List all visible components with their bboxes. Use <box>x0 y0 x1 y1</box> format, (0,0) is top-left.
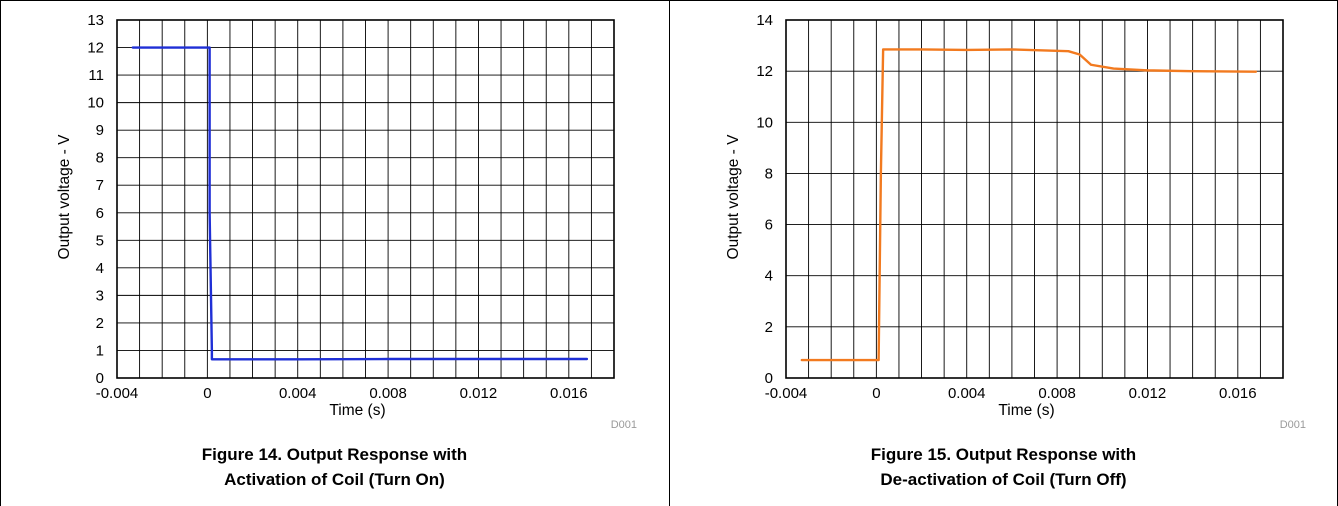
y-tick-label: 14 <box>756 12 773 29</box>
x-tick-label: 0 <box>203 385 211 402</box>
y-tick-label: 12 <box>756 63 773 80</box>
figure-15-caption-line-2: De-activation of Coil (Turn Off) <box>880 470 1127 489</box>
x-tick-label: 0.012 <box>1129 385 1167 402</box>
y-tick-label: 10 <box>756 114 773 131</box>
y-tick-label: 8 <box>96 150 104 167</box>
x-tick-label: 0.008 <box>1038 385 1076 402</box>
figure-14-panel: 0 1 2 3 4 5 6 7 8 9 10 11 12 13 -0.004 0 0.004 0.008 0.012… <box>0 12 669 492</box>
y-tick-label: 7 <box>96 177 104 194</box>
x-tick-label: -0.004 <box>765 385 808 402</box>
figure-14-caption-line-1: Figure 14. Output Response with <box>201 445 468 464</box>
y-tick-label: 1 <box>96 342 104 359</box>
y-tick-label: 9 <box>96 122 104 139</box>
grid <box>785 19 1284 379</box>
x-axis-label: Time (s) <box>998 402 1054 419</box>
y-tick-label: 5 <box>96 232 104 249</box>
grid <box>116 19 615 379</box>
x-tick-label: 0.016 <box>1219 385 1257 402</box>
figure-15-caption-line-1: Figure 15. Output Response with <box>870 445 1137 464</box>
y-tick-label: 4 <box>765 268 773 285</box>
y-tick-label: 4 <box>96 260 104 277</box>
y-tick-label: 2 <box>96 315 104 332</box>
x-tick-label: 0.004 <box>948 385 986 402</box>
figure-code: D001 <box>611 419 637 431</box>
frame-divider <box>669 0 670 506</box>
y-tick-label: 2 <box>765 319 773 336</box>
y-tick-label: 8 <box>765 165 773 182</box>
figure-15-panel: 0 2 4 6 8 10 12 14 -0.004 0 0.004 0.008 0.012 0.016 Ti… <box>669 0 1338 506</box>
frame-left <box>0 0 1 506</box>
figure-15-caption: Figure 15. Output Response with De-activ… <box>669 442 1338 492</box>
plot-border <box>116 19 615 379</box>
y-tick-label: 0 <box>765 370 773 387</box>
series-line <box>800 48 1258 362</box>
y-tick-label: 6 <box>765 217 773 234</box>
x-axis-label: Time (s) <box>329 402 385 419</box>
figure-code: D001 <box>1280 419 1306 431</box>
y-tick-label: 3 <box>96 287 104 304</box>
series-line <box>131 46 589 361</box>
y-tick-label: 6 <box>96 205 104 222</box>
y-tick-label: 0 <box>96 370 104 387</box>
y-tick-label: 10 <box>87 95 104 112</box>
x-tick-label: 0.008 <box>369 385 407 402</box>
plot-border <box>785 19 1284 379</box>
y-tick-label: 13 <box>87 12 104 29</box>
figure-14-caption-line-2: Activation of Coil (Turn On) <box>224 470 445 489</box>
y-axis-label: Output voltage - V <box>725 134 742 260</box>
x-tick-label: 0.016 <box>550 385 588 402</box>
y-tick-label: 12 <box>87 40 104 57</box>
x-tick-label: 0.012 <box>460 385 498 402</box>
y-axis-label: Output voltage - V <box>56 134 73 260</box>
x-tick-label: 0.004 <box>279 385 317 402</box>
y-tick-label: 11 <box>88 67 104 84</box>
x-tick-label: -0.004 <box>96 385 139 402</box>
figure-14-caption: Figure 14. Output Response with Activati… <box>0 442 669 492</box>
x-tick-label: 0 <box>872 385 880 402</box>
